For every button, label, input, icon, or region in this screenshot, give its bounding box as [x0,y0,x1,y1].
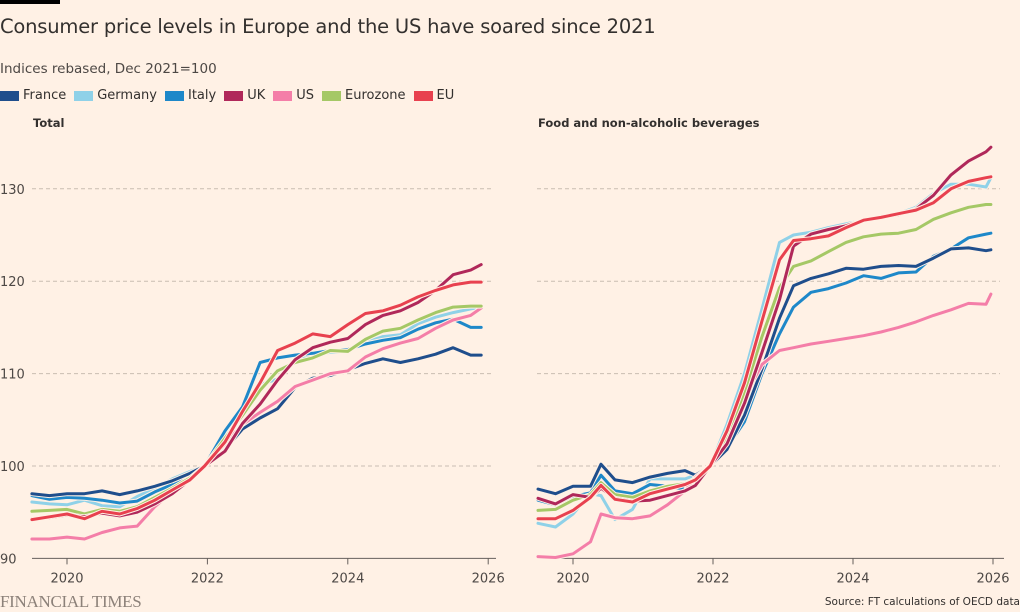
series-line-italy [30,317,483,505]
chart-title: Consumer price levels in Europe and the … [0,15,656,38]
y-tick-label: 130 [0,183,25,198]
legend-swatch [273,90,293,101]
x-tick-label: 2022 [191,571,224,586]
legend-label: Germany [97,88,157,103]
series-line-eu [536,175,993,521]
series-line-france [30,346,483,498]
series-line-eu [30,280,483,522]
legend-item-italy: Italy [165,88,216,103]
legend-swatch [74,90,94,101]
y-tick-label: 90 [0,552,17,567]
legend-swatch [413,90,433,101]
x-tick-label: 2020 [556,571,589,586]
legend-label: Italy [188,88,217,103]
legend-item-us: US [273,88,314,103]
chart-subtitle: Indices rebased, Dec 2021=100 [0,61,217,77]
source-note: Source: FT calculations of OECD data [824,596,1020,608]
legend-label: EU [436,88,455,103]
legend: France Germany Italy UK US Eurozone EU [0,88,462,103]
x-tick-label: 2026 [472,571,505,586]
panel-title-total: Total [33,116,65,130]
legend-swatch [322,90,342,101]
panel-title-food: Food and non-alcoholic beverages [538,116,760,130]
legend-label: Eurozone [345,88,406,103]
series-line-us [536,292,993,559]
legend-swatch [165,90,184,101]
legend-item-eurozone: Eurozone [322,88,406,103]
x-tick-label: 2020 [50,571,83,586]
x-tick-label: 2024 [331,571,364,586]
series-line-us [30,306,483,541]
series-line-eurozone [536,203,993,512]
x-tick-label: 2022 [696,571,729,586]
y-tick-label: 100 [0,460,25,475]
series-halo-eu [29,279,484,523]
legend-label: UK [247,88,266,103]
legend-swatch [0,90,19,101]
x-tick-label: 2024 [836,571,869,586]
legend-item-france: France [0,88,66,103]
legend-item-germany: Germany [74,88,157,103]
legend-item-eu: EU [413,88,455,103]
legend-swatch [224,90,244,101]
legend-item-uk: UK [224,88,265,103]
legend-label: US [296,88,315,103]
y-tick-label: 110 [0,368,25,383]
ft-top-bar [0,0,60,4]
legend-label: France [23,88,67,103]
x-tick-label: 2026 [976,571,1009,586]
ft-logo: FINANCIAL TIMES [0,592,142,611]
y-tick-label: 120 [0,275,25,290]
